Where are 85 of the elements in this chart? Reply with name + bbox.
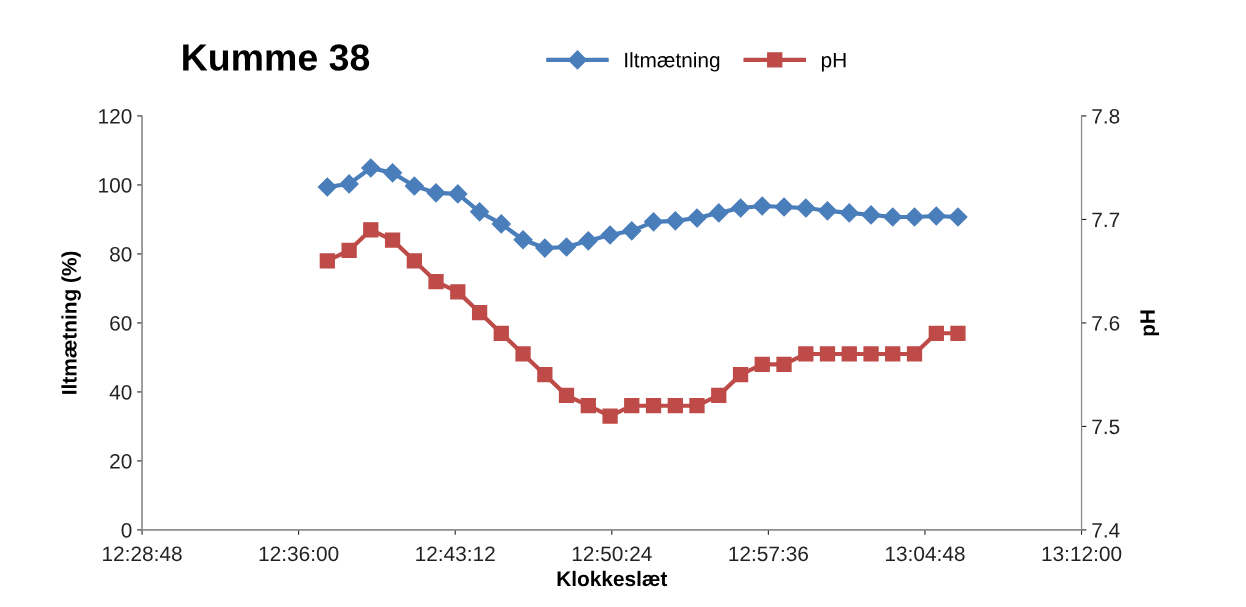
point [839,203,859,223]
point [513,230,533,250]
point [515,346,531,362]
y-tick-label: 80 [110,246,132,262]
x-tick-label: 12:43:12 [416,546,495,562]
y-tick-label: 20 [110,453,132,469]
chart-title: Kumme 38 [183,44,370,71]
y-tick-label: 100 [99,177,132,193]
point [731,198,751,218]
point [817,201,838,221]
point [665,211,685,231]
point [906,346,923,362]
y2-tick-label: 7.7 [1092,212,1120,227]
point [491,214,511,234]
point [493,325,509,341]
point [535,238,555,258]
point [363,222,379,238]
point [602,408,618,424]
legend-label: pH [821,52,846,72]
point [904,207,925,227]
point [471,304,488,321]
point [600,225,620,245]
y-axis-title: Iltmætning (%) [61,251,81,394]
point [689,398,705,414]
point [928,325,944,341]
point [450,284,466,300]
x-tick-label: 12:50:24 [572,546,652,562]
point [580,398,596,414]
point [948,207,968,227]
y-tick-label: 40 [109,384,132,400]
y-tick-label: 60 [110,315,132,331]
point [883,207,903,227]
x-tick-label: 13:12:00 [1042,546,1122,562]
point [317,177,337,197]
y2-axis-title: pH [1140,310,1160,336]
y2-tick-label: 7.4 [1092,523,1120,538]
point [776,356,792,372]
point [861,205,881,225]
point [819,346,836,362]
point [926,206,946,226]
point [537,367,553,383]
point [732,367,749,383]
point [426,183,446,203]
point [645,398,662,414]
point [841,346,857,362]
point [384,232,401,248]
x-tick-label: 12:36:00 [259,546,339,562]
x-axis-title: Klokkeslæt [557,570,668,587]
point [470,202,490,222]
point [796,198,816,218]
legend-label: Iltmætning [625,52,720,72]
y2-tick-label: 7.8 [1092,108,1120,124]
point [754,356,770,372]
point [774,197,794,217]
point [950,325,966,341]
point [667,398,683,414]
point [885,346,901,362]
point [622,221,642,241]
y2-tick-label: 7.5 [1092,419,1120,435]
point [361,158,381,178]
point [558,387,575,404]
x-tick-label: 12:28:48 [103,546,182,562]
y-tick-label: 0 [121,522,132,538]
point [448,184,468,204]
point [711,387,727,404]
point [687,208,707,228]
y-tick-label: 120 [99,108,132,124]
x-tick-label: 13:04:48 [885,546,965,562]
point [709,203,729,223]
point [798,346,814,362]
point [556,237,577,257]
point [624,398,640,414]
point [319,253,335,269]
point [578,231,598,251]
point [752,196,772,216]
point [406,253,423,269]
point [383,163,403,183]
point [863,346,879,362]
point [341,242,357,259]
y2-tick-label: 7.6 [1092,315,1120,331]
point [644,212,664,232]
point [339,174,359,194]
point [404,176,424,196]
point [428,273,444,290]
x-tick-label: 12:57:36 [729,546,808,562]
